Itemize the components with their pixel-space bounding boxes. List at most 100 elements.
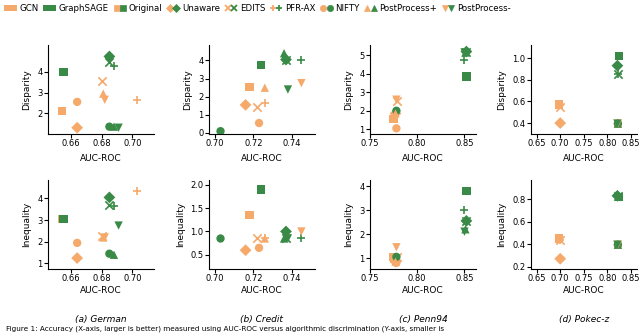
Point: [281, 236, 291, 241]
Point: [260, 101, 270, 106]
Y-axis label: Inequality: Inequality: [344, 202, 353, 247]
Point: [614, 53, 625, 58]
Point: [132, 97, 142, 103]
Point: [281, 229, 291, 234]
Point: [555, 120, 565, 126]
X-axis label: AUC-ROC: AUC-ROC: [80, 154, 122, 163]
Point: [388, 116, 399, 121]
Point: [109, 63, 119, 68]
Point: [612, 193, 623, 198]
Point: [283, 236, 293, 241]
Text: (a) German: (a) German: [75, 315, 127, 324]
X-axis label: AUC-ROC: AUC-ROC: [241, 286, 283, 295]
Point: [216, 236, 226, 241]
Point: [72, 240, 83, 245]
Point: [104, 59, 115, 64]
Point: [555, 256, 565, 262]
Point: [254, 245, 264, 250]
Point: [109, 203, 119, 209]
Point: [132, 188, 142, 194]
Point: [104, 251, 115, 257]
Point: [57, 109, 67, 114]
Point: [260, 236, 270, 241]
Point: [104, 202, 115, 208]
Point: [296, 236, 307, 241]
Point: [72, 99, 83, 105]
Point: [555, 237, 565, 242]
Y-axis label: Disparity: Disparity: [497, 69, 506, 110]
Point: [100, 97, 110, 103]
Point: [555, 237, 565, 242]
Point: [460, 229, 470, 234]
Point: [254, 120, 264, 126]
Point: [392, 98, 403, 103]
Point: [555, 104, 565, 110]
Point: [58, 216, 68, 222]
Point: [612, 242, 623, 247]
Text: (c) Penn94: (c) Penn94: [399, 315, 447, 324]
Point: [296, 58, 307, 63]
Point: [612, 193, 623, 198]
Point: [72, 125, 83, 130]
Point: [281, 58, 291, 63]
Point: [104, 195, 115, 200]
Point: [241, 247, 251, 253]
Point: [58, 69, 68, 74]
Y-axis label: Disparity: Disparity: [344, 69, 353, 110]
Point: [109, 124, 119, 129]
Point: [461, 188, 472, 193]
Point: [612, 121, 623, 126]
Point: [252, 104, 262, 109]
Point: [256, 62, 266, 68]
Point: [100, 235, 110, 240]
X-axis label: AUC-ROC: AUC-ROC: [241, 154, 283, 163]
Point: [260, 236, 270, 241]
Point: [113, 223, 124, 228]
Point: [612, 71, 623, 76]
Point: [460, 50, 470, 55]
Point: [391, 97, 401, 102]
Point: [279, 50, 289, 56]
Text: Figure 1: Accuracy (X-axis, larger is better) measured using AUC-ROC versus algo: Figure 1: Accuracy (X-axis, larger is be…: [6, 326, 445, 332]
Point: [612, 242, 623, 247]
Point: [461, 218, 472, 223]
Point: [612, 193, 623, 198]
Point: [260, 85, 270, 91]
Point: [458, 57, 468, 62]
Point: [104, 54, 115, 59]
Point: [296, 58, 307, 63]
Point: [612, 242, 623, 247]
Point: [216, 129, 226, 134]
Point: [391, 126, 401, 131]
Point: [260, 236, 270, 241]
Point: [104, 202, 115, 208]
Point: [97, 78, 107, 84]
Point: [244, 212, 255, 218]
Point: [98, 235, 108, 240]
Point: [458, 207, 468, 213]
Point: [283, 87, 293, 92]
Point: [241, 102, 251, 108]
Point: [612, 242, 623, 247]
Point: [612, 193, 623, 198]
Point: [109, 252, 119, 258]
Text: (d) Pokec-z: (d) Pokec-z: [559, 315, 609, 324]
X-axis label: AUC-ROC: AUC-ROC: [563, 286, 605, 295]
Point: [612, 121, 623, 126]
Point: [612, 121, 623, 126]
Text: (b) Credit: (b) Credit: [241, 315, 284, 324]
Point: [461, 49, 472, 54]
X-axis label: AUC-ROC: AUC-ROC: [80, 286, 122, 295]
Point: [72, 256, 83, 261]
Y-axis label: Inequality: Inequality: [176, 202, 185, 247]
Point: [614, 194, 625, 200]
Point: [460, 50, 470, 55]
Point: [132, 97, 142, 103]
Point: [279, 236, 289, 241]
Point: [390, 111, 401, 116]
Y-axis label: Disparity: Disparity: [184, 69, 193, 110]
Point: [555, 237, 565, 242]
Point: [612, 71, 623, 76]
Point: [57, 216, 67, 222]
Point: [244, 84, 255, 90]
